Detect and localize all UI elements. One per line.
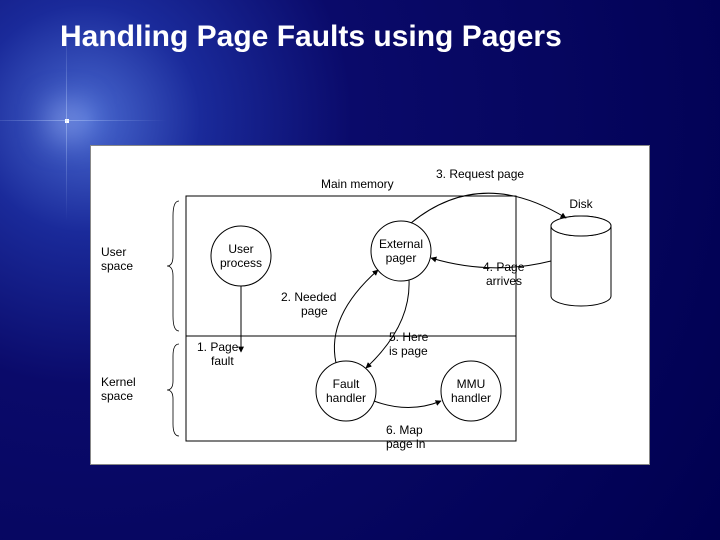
e4-l2: arrives	[486, 274, 522, 288]
e6-l2: page in	[386, 437, 425, 451]
e6-l1: 6. Map	[386, 423, 423, 437]
edge-map-page-in	[374, 401, 441, 408]
e3-l1: 3. Request page	[436, 167, 524, 181]
e1-l1: 1. Page	[197, 340, 239, 354]
diagram-svg: Main memory User space Kernel space User…	[91, 146, 651, 466]
kernel-space-label-l1: Kernel	[101, 375, 136, 389]
e2-l2: page	[301, 304, 328, 318]
kernel-space-brace	[167, 344, 179, 436]
fault-handler-l1: Fault	[333, 377, 360, 391]
node-fault-handler: Fault handler	[316, 361, 376, 421]
user-process-l2: process	[220, 256, 262, 270]
external-pager-l2: pager	[386, 251, 417, 265]
node-disk: Disk	[551, 197, 611, 306]
e1-l2: fault	[211, 354, 234, 368]
user-process-l1: User	[228, 242, 253, 256]
e2-l1: 2. Needed	[281, 290, 336, 304]
e5-l1: 5. Here	[389, 330, 429, 344]
external-pager-l1: External	[379, 237, 423, 251]
edge-needed-page	[334, 270, 378, 363]
fault-handler-l2: handler	[326, 391, 366, 405]
kernel-space-label-l2: space	[101, 389, 133, 403]
e5-l2: is page	[389, 344, 428, 358]
edge-request-page	[411, 193, 566, 223]
disk-label: Disk	[569, 197, 593, 211]
e4-l1: 4. Page	[483, 260, 525, 274]
node-mmu-handler: MMU handler	[441, 361, 501, 421]
main-memory-label: Main memory	[321, 177, 394, 191]
slide-title: Handling Page Faults using Pagers	[60, 20, 660, 55]
star-flare	[65, 119, 69, 123]
mmu-handler-l1: MMU	[457, 377, 486, 391]
user-space-brace	[167, 201, 179, 331]
user-space-label-l1: User	[101, 245, 126, 259]
node-external-pager: External pager	[371, 221, 431, 281]
mmu-handler-l2: handler	[451, 391, 491, 405]
node-user-process: User process	[211, 226, 271, 286]
diagram-container: Main memory User space Kernel space User…	[90, 145, 650, 465]
user-space-label-l2: space	[101, 259, 133, 273]
